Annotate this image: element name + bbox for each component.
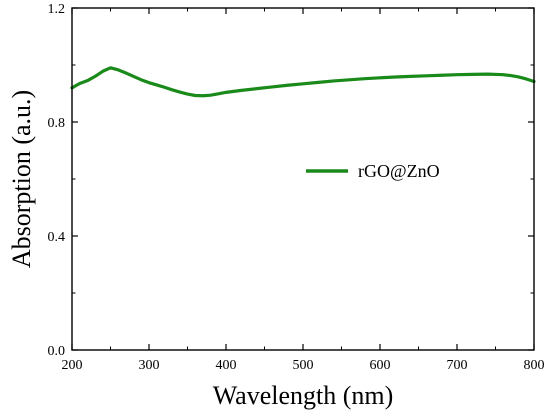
x-axis-title: Wavelength (nm)	[213, 381, 394, 410]
y-tick-label: 0.8	[48, 116, 66, 131]
y-axis-title: Absorption (a.u.)	[7, 90, 36, 268]
x-tick-label: 300	[139, 358, 160, 373]
y-tick-label: 0.4	[48, 230, 66, 245]
y-tick-label: 0.0	[48, 344, 66, 359]
series-line-0	[70, 66, 536, 98]
legend-label-rgo-zno: rGO@ZnO	[358, 161, 440, 181]
x-tick-label: 600	[370, 358, 391, 373]
x-tick-label: 400	[216, 358, 237, 373]
x-tick-label: 500	[293, 358, 314, 373]
x-tick-label: 200	[62, 358, 83, 373]
plot-frame	[71, 7, 535, 351]
x-tick-label: 800	[524, 358, 545, 373]
x-tick-label: 700	[447, 358, 468, 373]
legend: rGO@ZnO	[306, 161, 440, 181]
plot-area	[70, 66, 536, 98]
y-tick-label: 1.2	[48, 2, 66, 17]
axes: 200 300 400 500 600 700 800 0.0 0.4 0.8 1.2	[48, 2, 545, 373]
